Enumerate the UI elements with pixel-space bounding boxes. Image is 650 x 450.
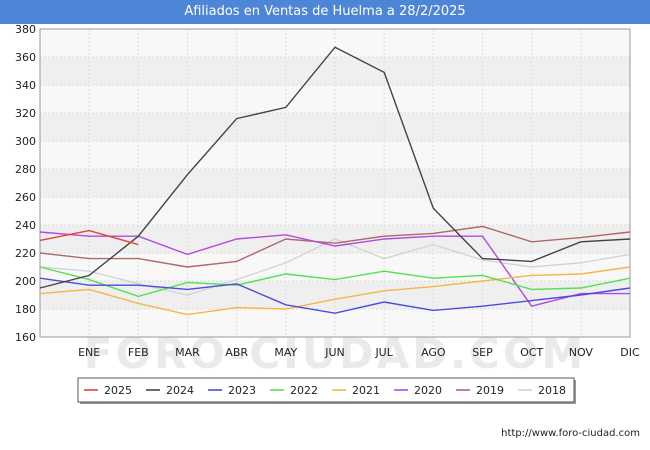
y-tick-label: 300 xyxy=(15,135,36,148)
y-tick-label: 340 xyxy=(15,79,36,92)
y-tick-label: 280 xyxy=(15,163,36,176)
legend-label-2020: 2020 xyxy=(414,384,442,397)
legend-label-2024: 2024 xyxy=(166,384,194,397)
legend-label-2019: 2019 xyxy=(476,384,504,397)
series-line-2023 xyxy=(39,277,631,314)
y-tick-label: 160 xyxy=(15,331,36,344)
source-url: http://www.foro-ciudad.com xyxy=(501,428,640,439)
series-line-2021 xyxy=(39,266,631,316)
y-tick-label: 320 xyxy=(15,107,36,120)
x-tick-label: DIC xyxy=(620,346,640,359)
plot-frame xyxy=(39,28,631,338)
x-tick-label: ENE xyxy=(78,346,100,359)
x-tick-label: JUN xyxy=(324,346,345,359)
x-tick-label: AGO xyxy=(421,346,446,359)
legend-label-2023: 2023 xyxy=(228,384,256,397)
y-tick-label: 240 xyxy=(15,219,36,232)
x-tick-label: MAR xyxy=(175,346,200,359)
x-tick-label: MAY xyxy=(274,346,297,359)
line-chart: FORO-CIUDAD.COM1601802002202402602803003… xyxy=(15,23,640,404)
series-line-2024 xyxy=(39,46,631,289)
legend-label-2022: 2022 xyxy=(290,384,318,397)
y-tick-label: 260 xyxy=(15,191,36,204)
x-tick-label: FEB xyxy=(128,346,149,359)
chart-title: Afiliados en Ventas de Huelma a 28/2/202… xyxy=(0,0,650,24)
y-tick-label: 180 xyxy=(15,303,36,316)
legend xyxy=(77,377,575,403)
y-tick-label: 220 xyxy=(15,247,36,260)
y-tick-label: 200 xyxy=(15,275,36,288)
x-tick-label: ABR xyxy=(225,346,248,359)
y-tick-label: 380 xyxy=(15,23,36,36)
x-tick-label: JUL xyxy=(374,346,393,359)
legend-label-2025: 2025 xyxy=(104,384,132,397)
y-tick-label: 360 xyxy=(15,51,36,64)
series-line-2022 xyxy=(39,266,631,298)
x-tick-label: OCT xyxy=(520,346,543,359)
legend-label-2021: 2021 xyxy=(352,384,380,397)
legend-label-2018: 2018 xyxy=(538,384,566,397)
series-line-2018 xyxy=(39,238,631,296)
x-tick-label: SEP xyxy=(472,346,493,359)
series-line-2025 xyxy=(39,229,139,246)
x-tick-label: NOV xyxy=(569,346,594,359)
series-line-2019 xyxy=(39,225,631,268)
